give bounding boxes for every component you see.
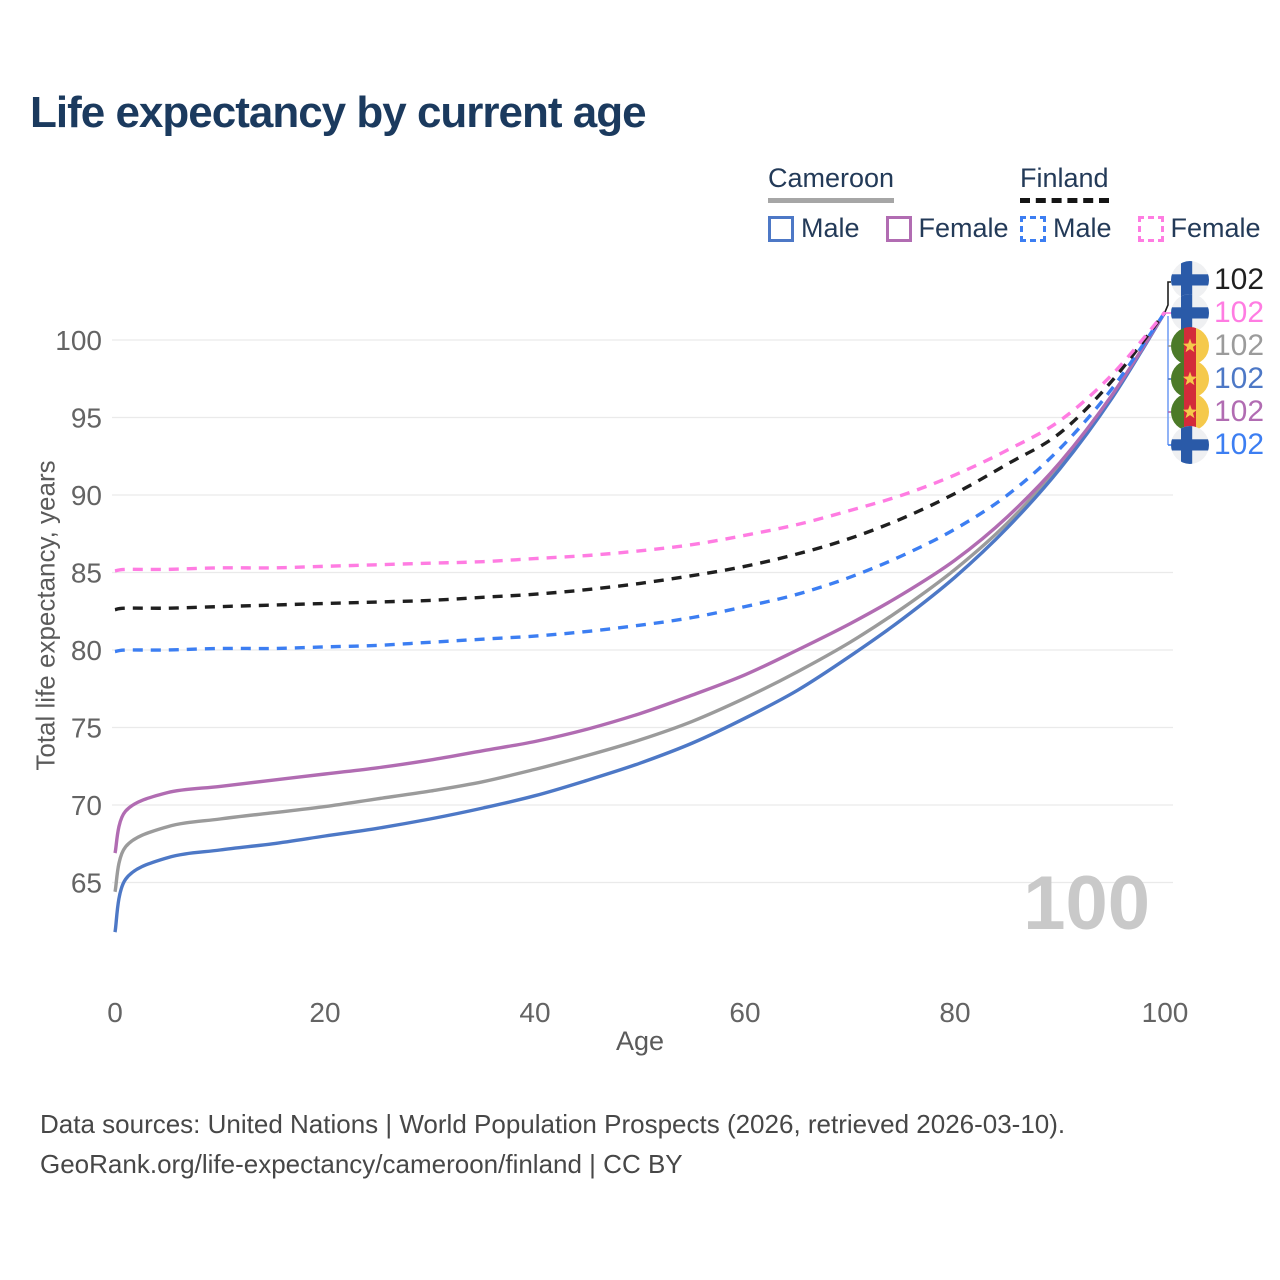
x-tick-label: 0 (107, 997, 123, 1028)
finland-flag-icon (1171, 261, 1209, 299)
y-axis-title: Total life expectancy, years (30, 460, 61, 771)
legend-item-cameroon-male[interactable]: Male (768, 213, 860, 244)
legend-item-label: Female (918, 213, 1009, 243)
cameroon-flag-icon (1171, 393, 1209, 431)
series-line-cameroon-male (113, 311, 1167, 933)
y-tick-label: 75 (71, 713, 102, 744)
legend-swatch-solid (768, 215, 794, 242)
legend-underline-dashed (1020, 198, 1109, 203)
x-tick-label: 60 (729, 997, 760, 1028)
end-label-cameroon-male: 102 (1171, 360, 1264, 398)
y-tick-label: 95 (71, 403, 102, 434)
footer-attribution: GeoRank.org/life-expectancy/cameroon/fin… (40, 1149, 683, 1179)
legend-swatch-dashed (1020, 215, 1046, 242)
x-axis-title: Age (615, 1026, 665, 1056)
cameroon-flag-icon (1171, 360, 1209, 398)
legend-item-finland-female[interactable]: Female (1137, 213, 1261, 244)
legend-underline-solid (768, 198, 895, 203)
y-tick-label: 70 (71, 790, 102, 821)
age-counter-watermark: 100 (1023, 861, 1150, 946)
legend-item-label: Female (1170, 213, 1261, 243)
legend-swatch-dashed (1137, 215, 1164, 242)
legend-item-label: Male (801, 213, 860, 243)
footer: Data sources: United Nations | World Pop… (40, 1104, 1065, 1184)
end-label-finland-male: 102 (1171, 426, 1264, 464)
legend-country-cameroon: Cameroon (768, 163, 895, 193)
legend-country-finland: Finland (1020, 163, 1109, 193)
y-tick-label: 100 (55, 325, 102, 356)
y-tick-label: 80 (71, 635, 102, 666)
end-label-value: 102 (1214, 395, 1265, 428)
x-tick-label: 40 (519, 997, 550, 1028)
end-label-value: 102 (1214, 428, 1265, 461)
legend-item-finland-male[interactable]: Male (1020, 213, 1112, 244)
end-label-value: 102 (1214, 263, 1265, 296)
end-label-finland-both: 102 (1171, 261, 1264, 299)
legend-group-finland: Finland Male Female (1020, 163, 1261, 244)
legend-item-label: Male (1053, 213, 1112, 243)
end-label-cameroon-female: 102 (1171, 393, 1264, 431)
finland-flag-icon (1171, 294, 1209, 332)
y-tick-label: 65 (71, 868, 102, 899)
y-tick-label: 85 (71, 558, 102, 589)
page-title: Life expectancy by current age (30, 88, 647, 137)
end-label-value: 102 (1214, 362, 1265, 395)
end-label-value: 102 (1214, 329, 1265, 362)
footer-sources: Data sources: United Nations | World Pop… (40, 1109, 1066, 1139)
series-line-cameroon-female (113, 311, 1167, 854)
legend-group-cameroon: Cameroon Male Female (768, 163, 1009, 244)
series-line-cameroon-both (113, 311, 1167, 893)
end-label-cameroon-both: 102 (1171, 327, 1264, 365)
x-tick-label: 20 (309, 997, 340, 1028)
finland-flag-icon (1171, 426, 1209, 464)
series-line-finland-both (114, 311, 1167, 612)
series-line-finland-female (114, 311, 1167, 573)
series-line-finland-male (114, 311, 1167, 654)
cameroon-flag-icon (1171, 327, 1209, 365)
leader-line (1164, 281, 1171, 313)
y-tick-label: 90 (71, 480, 102, 511)
end-label-value: 102 (1214, 296, 1265, 329)
x-tick-label: 100 (1142, 997, 1189, 1028)
legend-swatch-solid (885, 215, 912, 242)
legend-item-cameroon-female[interactable]: Female (885, 213, 1009, 244)
x-tick-label: 80 (939, 997, 970, 1028)
end-label-finland-female: 102 (1171, 294, 1264, 332)
